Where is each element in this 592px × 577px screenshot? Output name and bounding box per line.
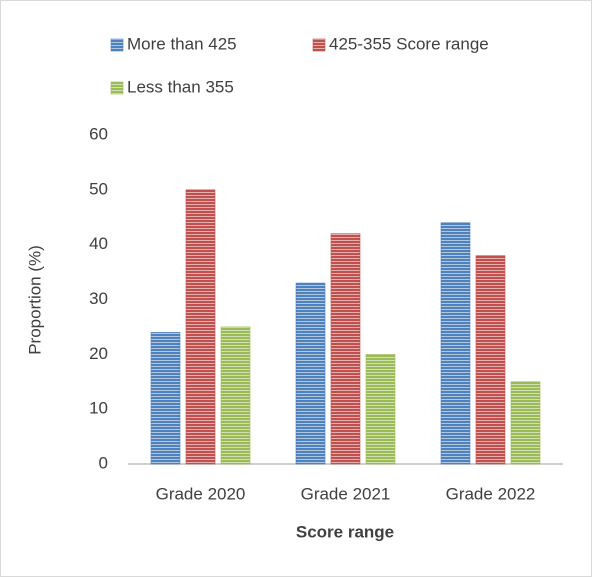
y-tick-label: 40: [89, 234, 108, 253]
x-tick-label: Grade 2021: [301, 484, 391, 503]
bar: [330, 233, 361, 465]
legend-label: 425-355 Score range: [329, 34, 489, 53]
y-tick-label: 10: [89, 399, 108, 418]
bar: [295, 282, 326, 465]
bar: [150, 332, 181, 465]
x-axis-title: Score range: [296, 522, 394, 541]
y-axis-title: Proportion (%): [25, 245, 44, 355]
legend-label: More than 425: [127, 34, 237, 53]
legend-swatch: [312, 38, 326, 52]
x-tick-label: Grade 2020: [156, 484, 246, 503]
y-tick-label: 0: [99, 453, 108, 472]
y-tick-label: 20: [89, 344, 108, 363]
bar: [510, 381, 541, 465]
bar: [440, 222, 471, 465]
bar: [185, 189, 216, 465]
legend-label: Less than 355: [127, 77, 234, 96]
bar: [475, 255, 506, 465]
legend-swatch: [110, 38, 124, 52]
bar: [220, 326, 251, 465]
y-tick-label: 50: [89, 179, 108, 198]
bar: [365, 354, 396, 465]
y-tick-label: 60: [89, 124, 108, 143]
x-tick-label: Grade 2022: [446, 484, 536, 503]
y-tick-label: 30: [89, 289, 108, 308]
legend-swatch: [110, 81, 124, 95]
